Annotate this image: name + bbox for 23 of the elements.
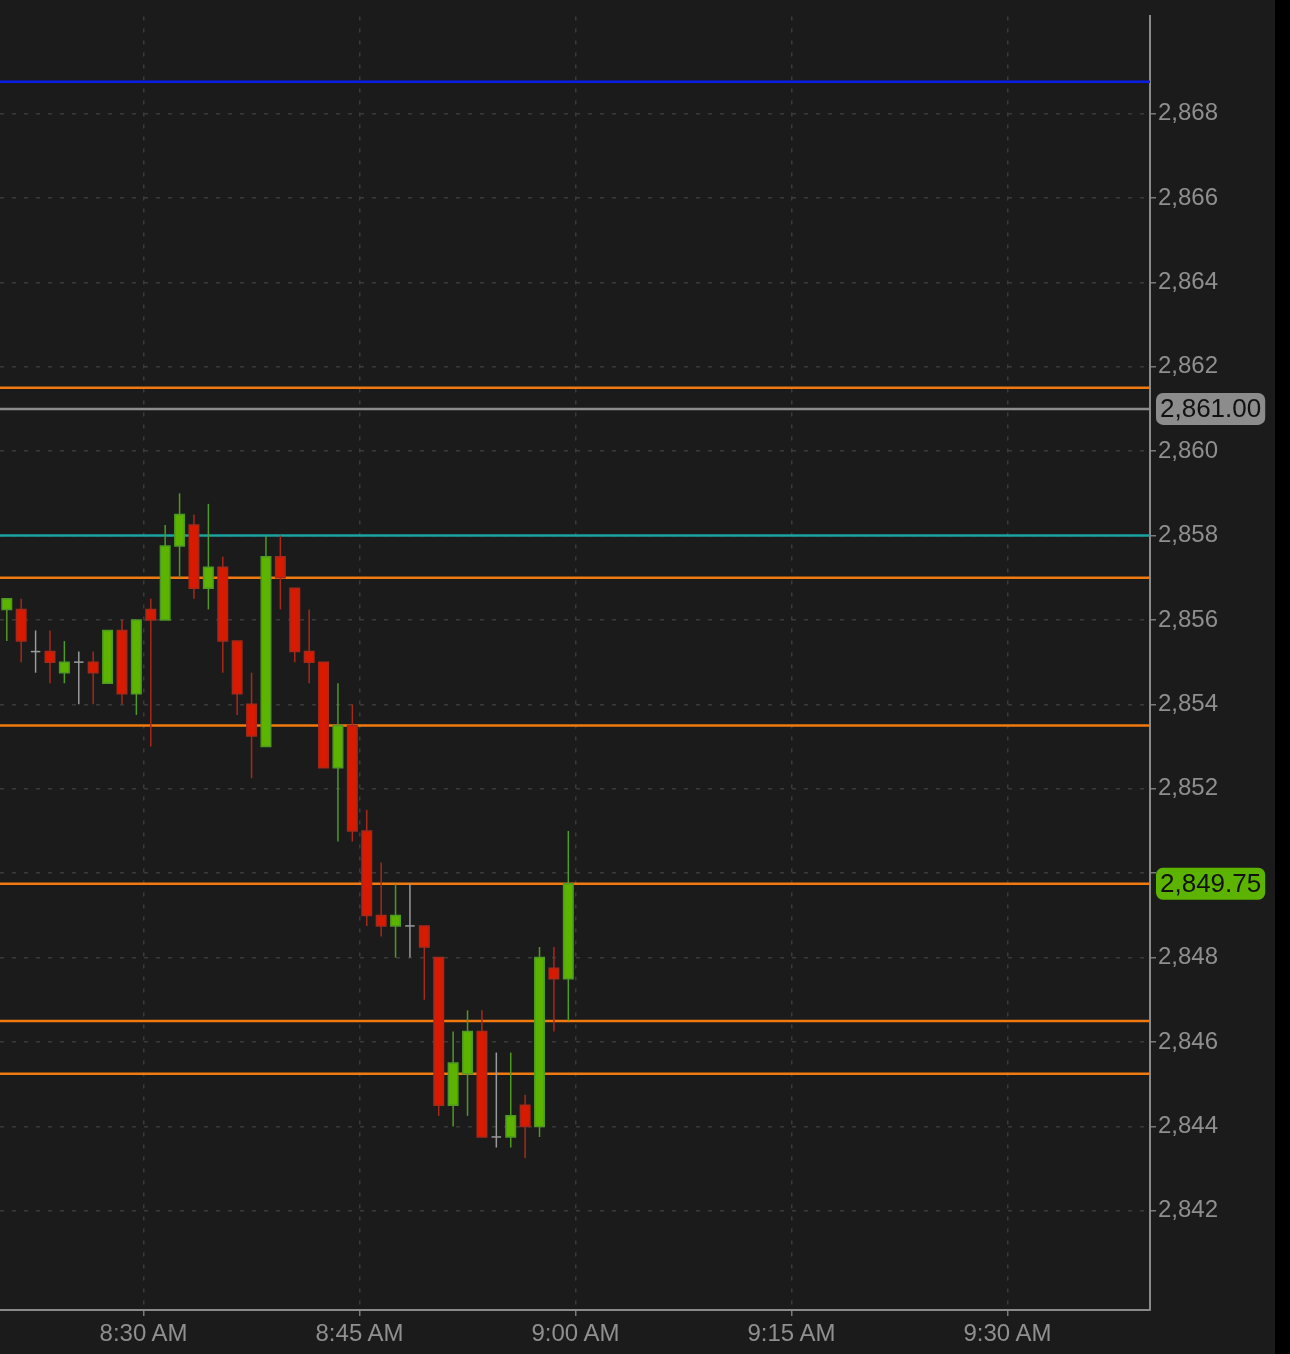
y-tick-label: 2,848 — [1158, 942, 1219, 970]
y-tick-label: 2,858 — [1158, 520, 1219, 548]
text: 2,849.75 — [1160, 867, 1262, 898]
x-tick-label: 8:45 AM — [315, 1319, 404, 1347]
candlestick — [490, 1051, 502, 1149]
y-tick-label: 2,852 — [1158, 773, 1219, 801]
candlestick — [404, 882, 416, 959]
y-tick-label: 2,860 — [1158, 435, 1219, 463]
y-tick-label: 2,862 — [1158, 351, 1219, 379]
ref-line-label: 2,861.00 — [1160, 393, 1262, 424]
candlestick — [73, 650, 85, 706]
y-tick-label: 2,844 — [1158, 1111, 1219, 1139]
x-tick-label: 9:30 AM — [963, 1319, 1052, 1347]
x-tick-label: 9:00 AM — [531, 1319, 620, 1347]
x-tick-label: 8:30 AM — [99, 1319, 188, 1347]
y-tick-label: 2,868 — [1158, 98, 1219, 126]
y-tick-label: 2,854 — [1158, 688, 1219, 716]
x-tick-label: 9:15 AM — [747, 1319, 836, 1347]
y-tick-label: 2,846 — [1158, 1026, 1219, 1054]
y-tick-label: 2,864 — [1158, 266, 1219, 294]
y-tick-label: 2,856 — [1158, 604, 1219, 632]
y-tick-label: 2,842 — [1158, 1195, 1219, 1223]
y-tick-label: 2,866 — [1158, 182, 1219, 210]
